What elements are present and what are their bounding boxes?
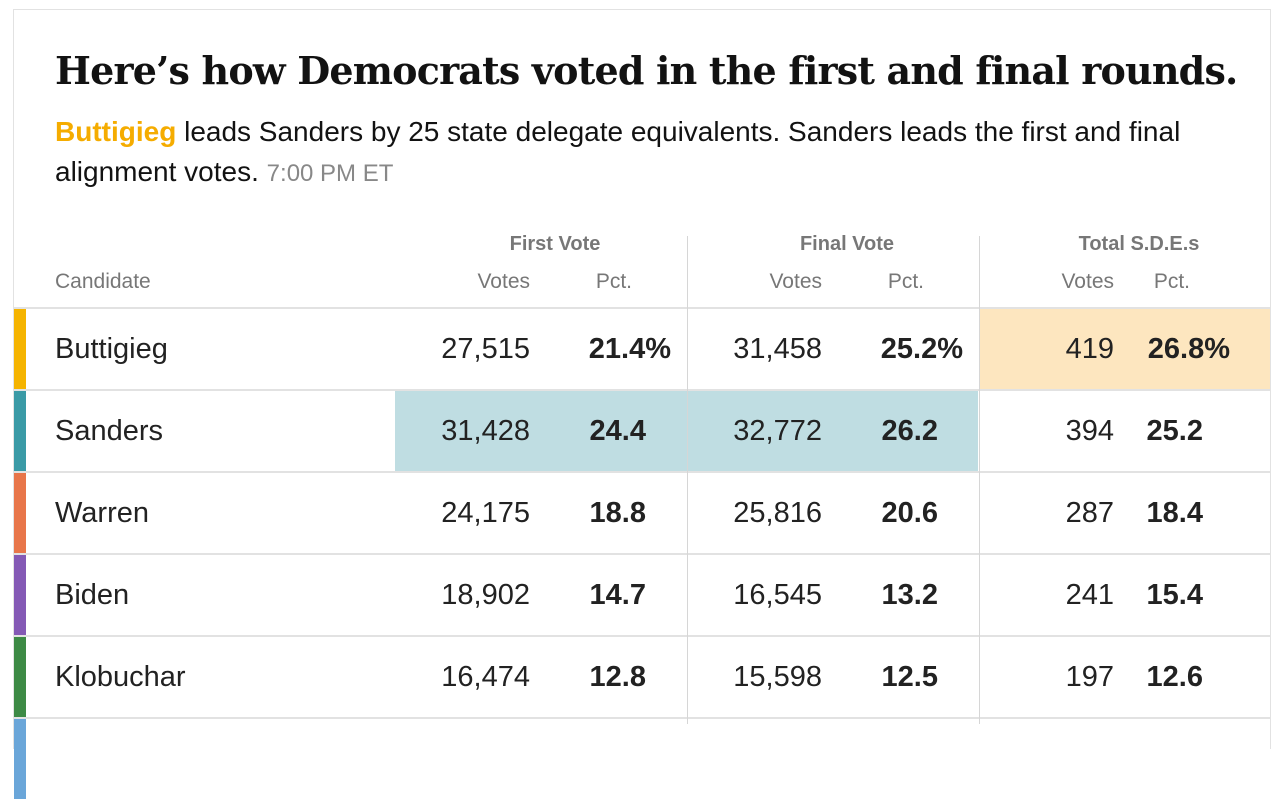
final-votes: 32,772 xyxy=(733,415,822,447)
candidate-name: Biden xyxy=(55,579,130,611)
vote-leader-highlight xyxy=(395,391,978,471)
first-pct: 18.8 xyxy=(589,497,646,529)
final-votes: 25,816 xyxy=(733,497,822,529)
candidate-color-bar xyxy=(14,555,26,635)
page-title: Here’s how Democrats voted in the first … xyxy=(55,48,1238,93)
first-votes: 24,175 xyxy=(441,497,530,529)
candidate-name: Klobuchar xyxy=(55,661,186,693)
first-votes: 16,474 xyxy=(441,661,530,693)
candidate-color-bar xyxy=(14,391,26,471)
header-final-votes: Votes xyxy=(769,270,822,293)
header-first-vote: First Vote xyxy=(509,233,601,255)
final-pct: 13.2 xyxy=(881,579,938,611)
header-candidate: Candidate xyxy=(55,270,151,293)
sde-pct: 25.2 xyxy=(1146,415,1203,447)
first-votes: 18,902 xyxy=(441,579,530,611)
table-row-klobuchar: Klobuchar 16,474 12.8 15,598 12.5 197 12… xyxy=(14,635,1270,717)
header-first-pct: Pct. xyxy=(595,270,632,293)
first-votes: 27,515 xyxy=(441,333,530,365)
header-final-vote: Final Vote xyxy=(799,233,895,255)
sde-votes: 419 xyxy=(1065,333,1114,365)
column-divider xyxy=(979,236,980,724)
final-pct: 25.2% xyxy=(880,333,963,365)
first-pct: 12.8 xyxy=(589,661,646,693)
sde-pct: 26.8% xyxy=(1147,333,1230,365)
first-pct: 24.4 xyxy=(589,415,646,447)
final-votes: 15,598 xyxy=(733,661,822,693)
header-sde-pct: Pct. xyxy=(1153,270,1190,293)
table-row-buttigieg: Buttigieg 27,515 21.4% 31,458 25.2% 419 … xyxy=(14,307,1270,389)
sde-votes: 394 xyxy=(1065,415,1114,447)
sde-votes: 241 xyxy=(1065,579,1114,611)
candidate-name: Sanders xyxy=(55,415,164,447)
candidate-color-bar xyxy=(14,637,26,717)
column-divider xyxy=(687,236,688,724)
first-pct: 21.4% xyxy=(588,333,671,365)
table-row-biden: Biden 18,902 14.7 16,545 13.2 241 15.4 xyxy=(14,553,1270,635)
final-votes: 16,545 xyxy=(733,579,822,611)
sde-pct: 12.6 xyxy=(1146,661,1203,693)
final-pct: 12.5 xyxy=(881,661,938,693)
candidate-name: Buttigieg xyxy=(55,333,168,365)
table-row-sanders: Sanders 31,428 24.4 32,772 26.2 394 25.2 xyxy=(14,389,1270,471)
sde-pct: 15.4 xyxy=(1146,579,1203,611)
candidate-color-bar xyxy=(14,719,26,799)
sde-votes: 197 xyxy=(1065,661,1114,693)
table-row-next xyxy=(14,717,1270,799)
table-row-warren: Warren 24,175 18.8 25,816 20.6 287 18.4 xyxy=(14,471,1270,553)
results-summary: Buttigieg leads Sanders by 25 state dele… xyxy=(55,112,1235,194)
final-pct: 20.6 xyxy=(881,497,938,529)
final-pct: 26.2 xyxy=(881,415,938,447)
header-total-sdes: Total S.D.E.s xyxy=(1078,233,1200,255)
final-votes: 31,458 xyxy=(733,333,822,365)
summary-text: leads Sanders by 25 state delegate equiv… xyxy=(55,116,1181,187)
header-first-votes: Votes xyxy=(477,270,530,293)
first-votes: 31,428 xyxy=(441,415,530,447)
candidate-name: Warren xyxy=(55,497,149,529)
first-pct: 14.7 xyxy=(589,579,646,611)
sde-pct: 18.4 xyxy=(1146,497,1203,529)
leader-name: Buttigieg xyxy=(55,116,177,147)
sde-leader-highlight xyxy=(979,309,1270,389)
header-final-pct: Pct. xyxy=(887,270,924,293)
header-sde-votes: Votes xyxy=(1061,270,1114,293)
candidate-color-bar xyxy=(14,473,26,553)
sde-votes: 287 xyxy=(1065,497,1114,529)
candidate-color-bar xyxy=(14,309,26,389)
update-time: 7:00 PM ET xyxy=(266,160,394,187)
